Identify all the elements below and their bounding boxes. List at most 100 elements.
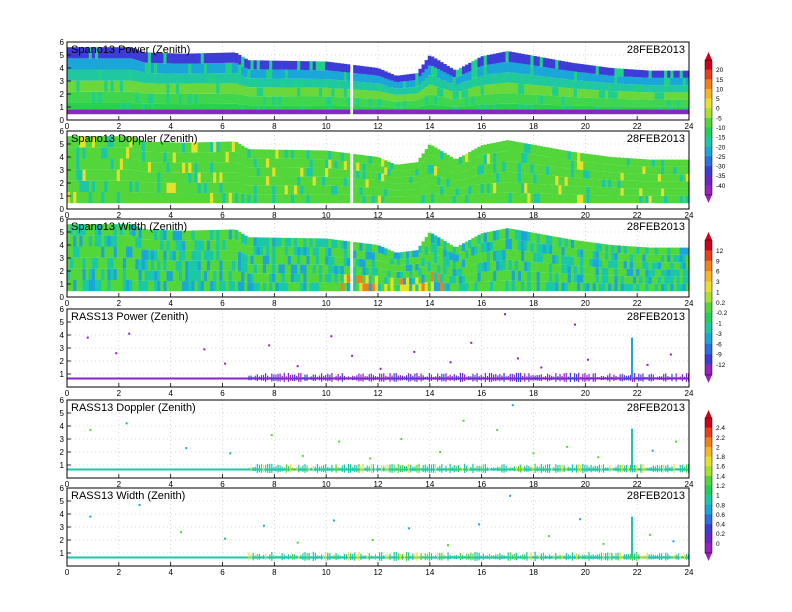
heatmap-cell [409,109,413,115]
heatmap-cell [119,147,124,159]
echo-mark [306,465,308,472]
heatmap-cell [617,268,621,276]
heatmap-cell [206,109,211,115]
heatmap-cell [514,270,519,281]
echo-mark [509,552,511,561]
heatmap-cell [256,176,261,186]
heatmap-cell [138,259,142,270]
heatmap-cell [309,247,313,256]
heatmap-cell [129,58,133,70]
heatmap-cell [654,77,659,86]
heatmap-cell [188,240,192,251]
scatter-point [86,336,89,339]
heatmap-cell [157,52,161,64]
heatmap-cell [409,94,413,101]
heatmap-cell [508,93,513,104]
heatmap-cell [216,83,220,94]
scatter-point [532,452,535,455]
heatmap-cell [384,92,388,100]
echo-mark [368,552,370,561]
heatmap-cell [648,254,652,263]
heatmap-cell [468,151,472,161]
heatmap-cell [157,250,161,261]
heatmap-cell [555,78,559,88]
heatmap-cell [558,96,562,106]
heatmap-cell [210,250,214,261]
colorbar-swatch [705,466,712,477]
heatmap-cell [281,176,285,186]
heatmap-cell [154,73,158,84]
echo-mark [551,468,553,471]
heatmap-cell [620,268,624,277]
heatmap-cell [421,282,425,292]
heatmap-cell [141,103,146,115]
heatmap-cell [175,73,180,84]
heatmap-cell [573,240,578,249]
heatmap-cell [645,276,649,284]
heatmap-cell [657,276,662,284]
colorbar-swatch [705,291,712,303]
heatmap-cell [166,250,170,261]
heatmap-cell [437,149,441,159]
heatmap-cell [418,76,422,84]
heatmap-cell [191,93,195,105]
heatmap-cell [549,58,553,69]
echo-mark [395,373,397,382]
heatmap-cell [185,270,189,282]
heatmap-cell [378,187,382,196]
heatmap-cell [549,254,553,264]
scatter-point [301,454,304,457]
heatmap-cell [275,87,279,97]
x-tick-label: 20 [581,211,590,220]
heatmap-cell [166,83,170,94]
heatmap-cell [570,248,575,257]
scatter-point [503,313,506,316]
heatmap-cell [126,102,130,115]
heatmap-cell [213,103,217,115]
heatmap-cell [110,180,114,192]
echo-mark [312,465,314,472]
heatmap-cell [508,182,513,193]
heatmap-cell [390,196,394,204]
heatmap-cell [430,252,435,263]
echo-mark [503,464,505,473]
heatmap-cell [645,283,649,292]
heatmap-cell [119,47,124,59]
heatmap-cell [272,237,276,247]
heatmap-cell [126,279,130,292]
echo-mark [416,464,418,473]
heatmap-cell [353,186,357,195]
echo-mark [376,465,379,473]
heatmap-cell [648,174,652,182]
heatmap-cell [91,109,96,115]
heatmap-cell [384,188,388,197]
echo-mark [679,556,681,559]
heatmap-cell [88,80,93,92]
heatmap-cell [514,151,519,163]
y-tick-label: 0 [60,293,65,302]
heatmap-cell [471,96,475,106]
heatmap-cell [197,53,202,64]
heatmap-cell [521,240,525,251]
heatmap-cell [182,142,186,153]
echo-mark [613,374,615,381]
heatmap-cell [405,183,410,190]
heatmap-cell [645,181,649,189]
heatmap-cell [577,186,581,195]
heatmap-cell [514,62,519,74]
x-tick-label: 6 [220,122,225,131]
heatmap-cell [396,190,401,197]
heatmap-cell [154,62,158,74]
heatmap-cell [412,162,416,170]
echo-mark [640,374,642,382]
heatmap-cell [433,95,438,105]
heatmap-cell [633,69,637,77]
echo-mark [267,375,269,381]
heatmap-cell [259,246,264,256]
heatmap-cell [573,282,578,292]
heatmap-cell [163,162,167,173]
heatmap-cell [421,161,425,171]
echo-mark [310,467,312,471]
heatmap-cell [682,109,687,115]
heatmap-cell [661,262,665,270]
